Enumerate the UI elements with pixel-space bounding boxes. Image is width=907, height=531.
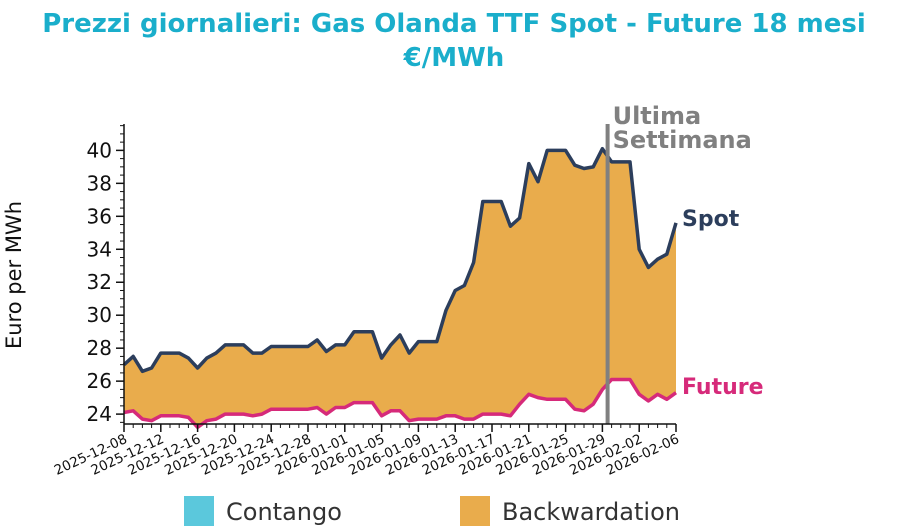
plot-area (122, 146, 678, 430)
backwardation-fill (124, 148, 676, 428)
last-week-label-line2: Settimana (613, 126, 752, 154)
last-week-label-line1: Ultima (613, 102, 702, 130)
y-axis-label: Euro per MWh (2, 201, 26, 349)
y-tick-label: 32 (87, 270, 112, 294)
legend: Contango Backwardation (184, 496, 680, 526)
y-tick-label: 40 (87, 138, 112, 162)
future-series-line (123, 377, 678, 430)
y-tick-label: 30 (87, 303, 112, 327)
y-tick-label: 36 (87, 204, 112, 228)
spot-series-line (122, 146, 678, 374)
legend-swatch-contango (184, 496, 214, 526)
y-tick-label: 28 (87, 336, 112, 360)
x-axis: 2025-12-082025-12-122025-12-162025-12-20… (52, 423, 682, 479)
legend-swatch-backwardation (460, 496, 490, 526)
legend-label-contango: Contango (226, 498, 342, 526)
chart-title-line2: €/MWh (403, 43, 505, 73)
y-tick-label: 38 (87, 171, 112, 195)
y-axis: 24 26 28 30 32 34 36 38 40 (87, 124, 125, 426)
y-tick-label: 24 (87, 402, 112, 426)
future-series-label: Future (682, 375, 764, 400)
chart-title-line1: Prezzi giornalieri: Gas Olanda TTF Spot … (42, 9, 866, 39)
legend-label-backwardation: Backwardation (502, 498, 680, 526)
spot-series-label: Spot (682, 207, 740, 232)
y-tick-label: 26 (87, 369, 112, 393)
y-tick-label: 34 (87, 237, 112, 261)
